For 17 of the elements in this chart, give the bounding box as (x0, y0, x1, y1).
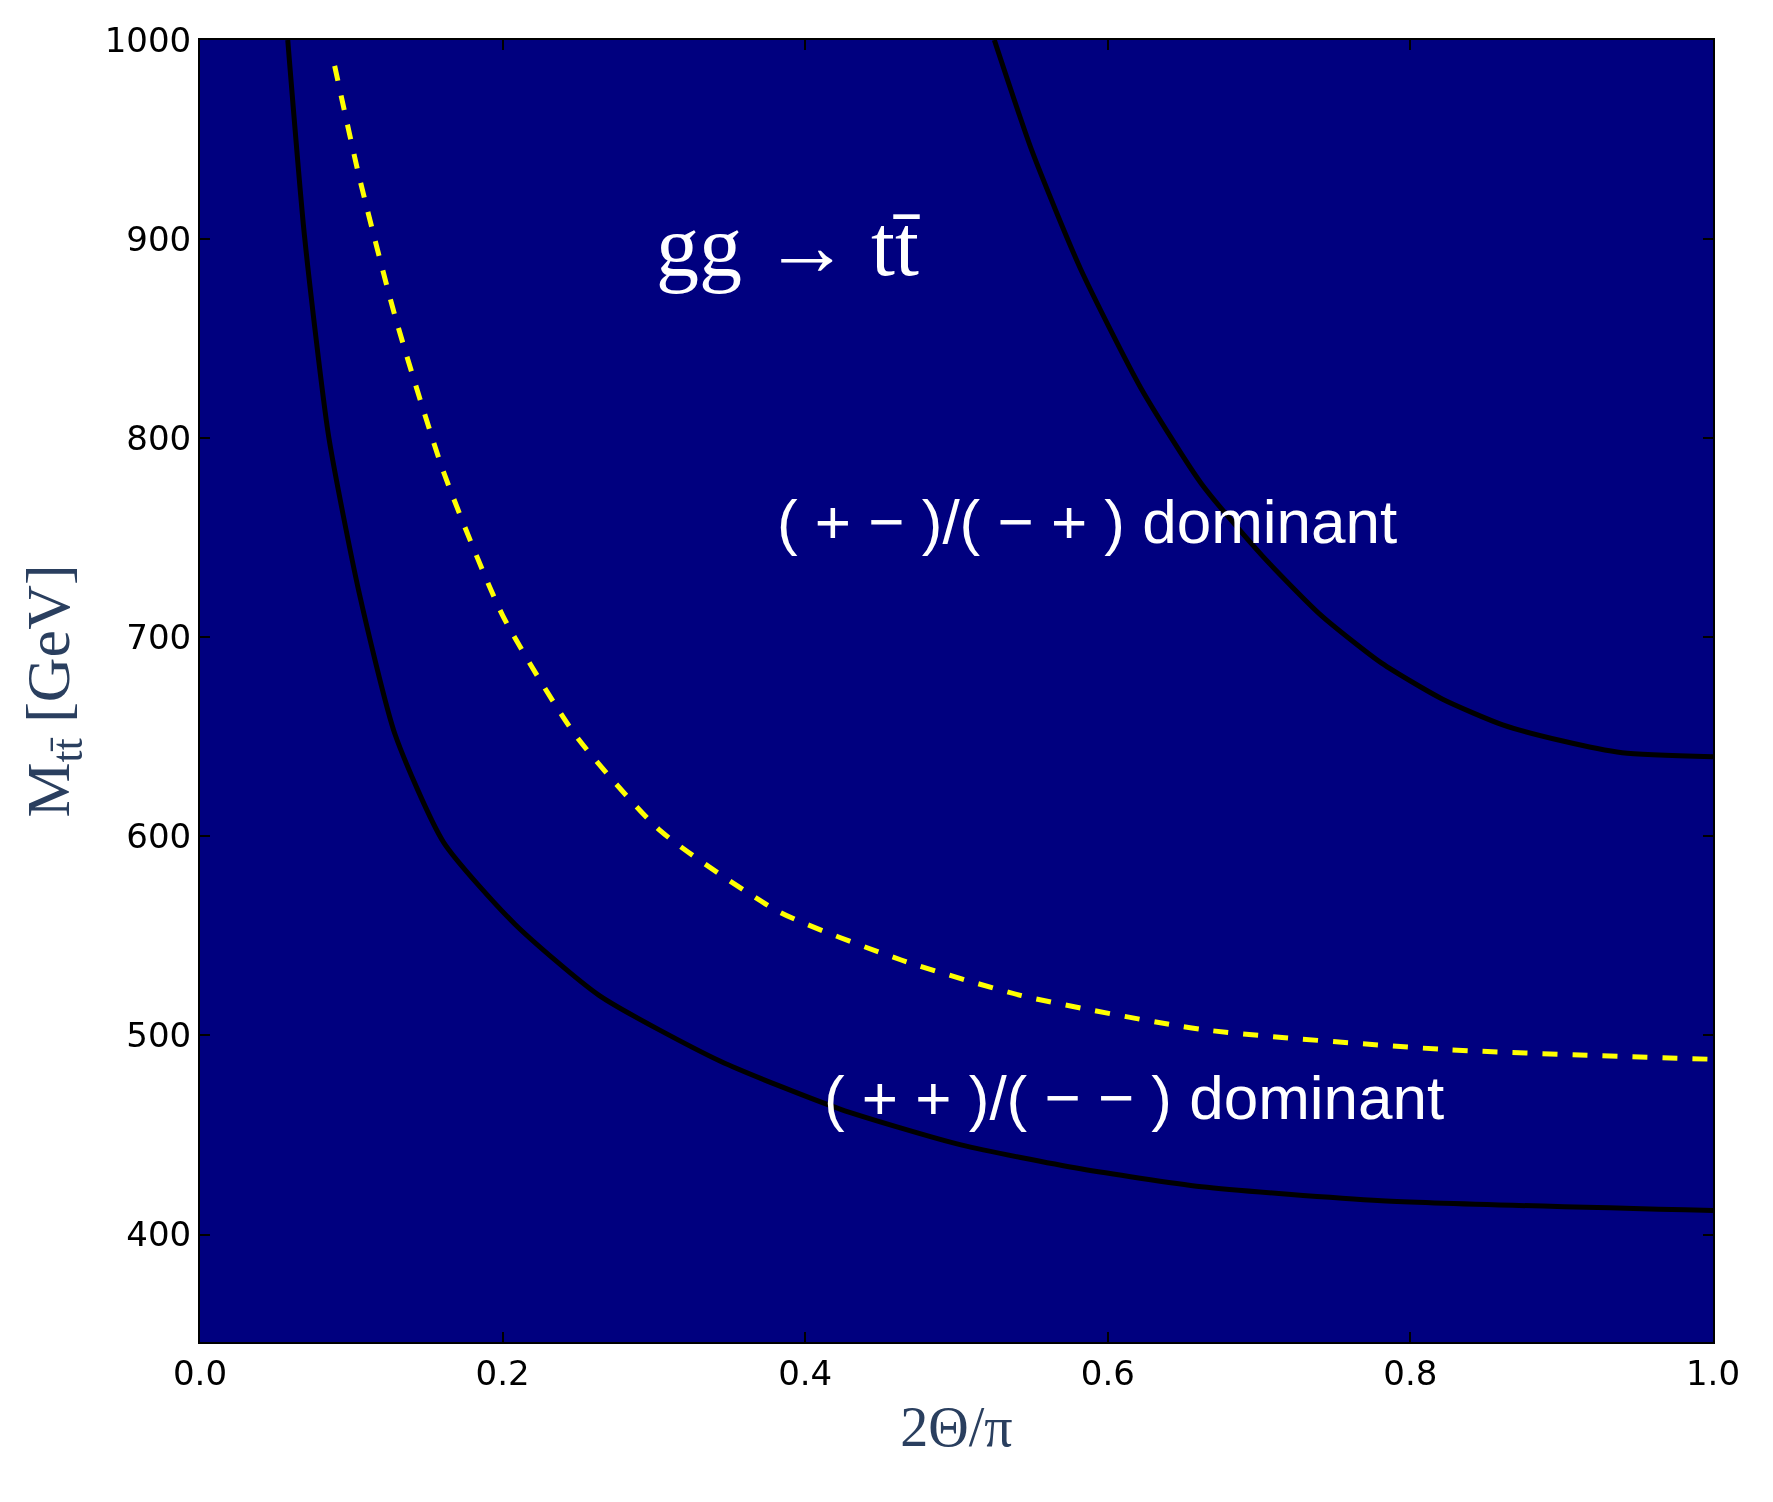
annotation: gg → tt̄ (656, 198, 921, 294)
y-tick-label: 500 (126, 1015, 192, 1056)
x-tick-label: 0.6 (1080, 1352, 1135, 1393)
x-tick-label: 1.0 (1685, 1352, 1741, 1393)
x-tick-label: 0.4 (778, 1352, 833, 1393)
y-tick-label: 600 (126, 816, 192, 857)
y-tick-label: 400 (126, 1214, 192, 1255)
y-tick-label: 1000 (104, 19, 192, 60)
y-tick-label: 800 (126, 418, 192, 459)
annotation: ( + + )/( − − ) dominant (824, 1063, 1445, 1132)
annotation: ( + − )/( − + ) dominant (777, 487, 1398, 556)
x-tick-label: 0.8 (1383, 1352, 1438, 1393)
x-tick-label: 0.0 (172, 1352, 228, 1393)
y-tick-label: 700 (126, 617, 192, 658)
x-tick-label: 0.2 (475, 1352, 530, 1393)
y-tick-label: 900 (126, 218, 192, 259)
x-axis-title: 2Θ/π (900, 1396, 1013, 1458)
